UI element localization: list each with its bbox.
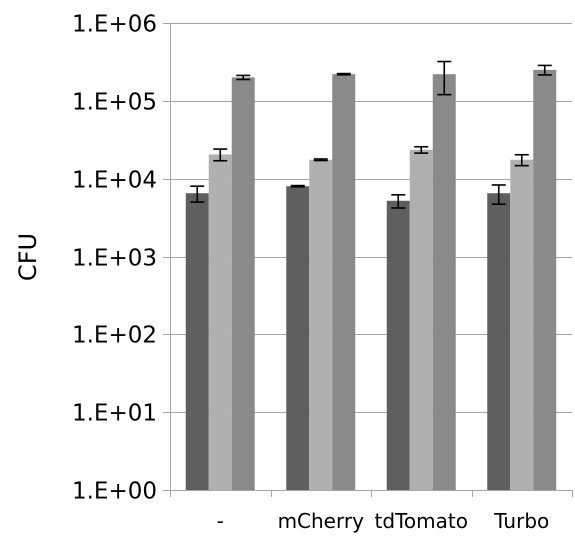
bar <box>533 69 557 490</box>
bar <box>386 200 410 491</box>
bar <box>286 186 310 490</box>
bar <box>409 149 433 490</box>
x-category-label: - <box>217 509 224 533</box>
y-tick-label: 1.E+00 <box>72 479 157 505</box>
bar <box>208 154 232 490</box>
y-tick-label: 1.E+04 <box>72 168 157 194</box>
labels: 1.E+00 1.E+01 1.E+02 1.E+03 1.E+04 1.E+05 1.E+… <box>72 12 549 534</box>
x-category-label: mCherry <box>278 509 365 533</box>
bar <box>332 74 356 491</box>
bar <box>487 193 511 490</box>
y-tick-label: 1.E+02 <box>72 323 157 349</box>
axes <box>163 23 573 497</box>
x-category-label: Turbo <box>493 509 549 533</box>
y-tick-label: 1.E+06 <box>72 12 157 38</box>
bar <box>309 159 333 491</box>
bar <box>185 193 209 490</box>
bars <box>185 69 557 491</box>
bar <box>231 77 255 490</box>
y-axis-title: CFU <box>14 233 42 281</box>
bar <box>432 74 456 491</box>
error-bars <box>190 60 552 209</box>
x-category-label: tdTomato <box>375 509 468 533</box>
y-tick-label: 1.E+01 <box>72 401 157 427</box>
bar <box>510 159 534 491</box>
y-tick-label: 1.E+05 <box>72 90 157 116</box>
y-tick-label: 1.E+03 <box>72 246 157 272</box>
